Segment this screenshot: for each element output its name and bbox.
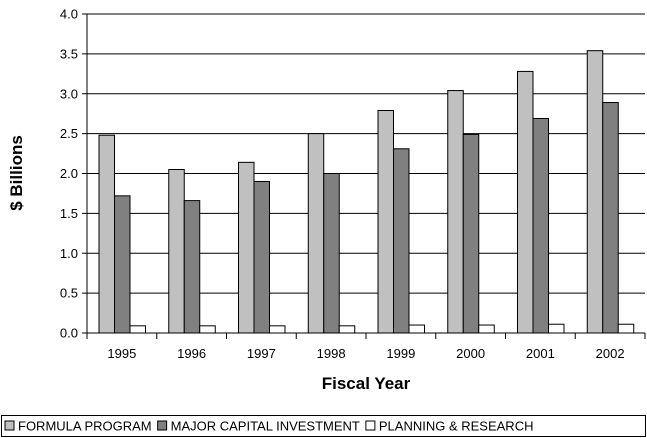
bar-major-capital-investment-2002 [602,102,619,334]
bar-formula-program-2002 [586,50,604,334]
bar-planning-research-1995 [129,325,146,334]
bar-planning-research-2002 [617,323,635,334]
y-tick-label: 1.0 [60,246,78,261]
x-tick-label: 1998 [317,346,346,361]
bar-major-capital-investment-1996 [183,200,201,334]
y-tick-label: 4.0 [60,7,78,22]
bar-major-capital-investment-1997 [253,180,270,334]
bar-formula-program-1995 [98,134,115,334]
axes [82,13,646,339]
bar-major-capital-investment-2000 [462,133,480,334]
bars [98,50,635,334]
bar-major-capital-investment-1995 [114,195,131,334]
y-tick-label: 2.0 [60,166,78,181]
bar-major-capital-investment-1998 [323,173,340,334]
bar-major-capital-investment-1999 [393,148,410,334]
bar-planning-research-1998 [338,325,356,334]
bar-major-capital-investment-2001 [532,117,549,334]
y-tick-label: 0.5 [60,286,78,301]
legend: FORMULA PROGRAM MAJOR CAPITAL INVESTMENT P… [1,415,646,437]
bar-formula-program-2001 [517,70,534,334]
x-tick-label: 2000 [456,346,485,361]
legend-label: MAJOR CAPITAL INVESTMENT [171,419,360,434]
legend-swatch [4,420,15,431]
x-tick-label: 1997 [247,346,276,361]
y-tick-labels: 0.0 0.5 1.0 1.5 2.0 2.5 3.0 3.5 4.0 [60,7,78,341]
y-tick-label: 0.0 [60,326,78,341]
bar-formula-program-1999 [377,109,394,334]
bar-formula-program-1996 [168,169,185,334]
legend-label: FORMULA PROGRAM [18,419,152,434]
bar-planning-research-1997 [269,325,286,334]
bar-planning-research-2001 [548,323,565,334]
bar-planning-research-2000 [478,324,495,334]
y-tick-label: 3.5 [60,46,78,61]
bar-formula-program-1997 [238,161,255,334]
x-tick-label: 1995 [107,346,136,361]
legend-swatch [365,420,376,431]
y-axis-title: $ Billions [7,135,26,211]
y-tick-label: 2.5 [60,126,78,141]
x-tick-label: 2002 [596,346,625,361]
x-tick-label: 1996 [177,346,206,361]
bar-formula-program-2000 [447,90,464,334]
x-tick-label: 1999 [386,346,415,361]
legend-swatch [157,420,168,431]
bar-planning-research-1999 [408,324,425,334]
bar-planning-research-1996 [199,325,216,334]
y-tick-label: 3.0 [60,86,78,101]
x-axis-title: Fiscal Year [322,374,411,393]
x-tick-labels: 1995 1996 1997 1998 1999 2000 2001 2002 [107,346,624,361]
legend-label: PLANNING & RESEARCH [379,419,534,434]
bar-formula-program-1998 [307,133,325,334]
x-tick-label: 2001 [526,346,555,361]
y-tick-label: 1.5 [60,206,78,221]
